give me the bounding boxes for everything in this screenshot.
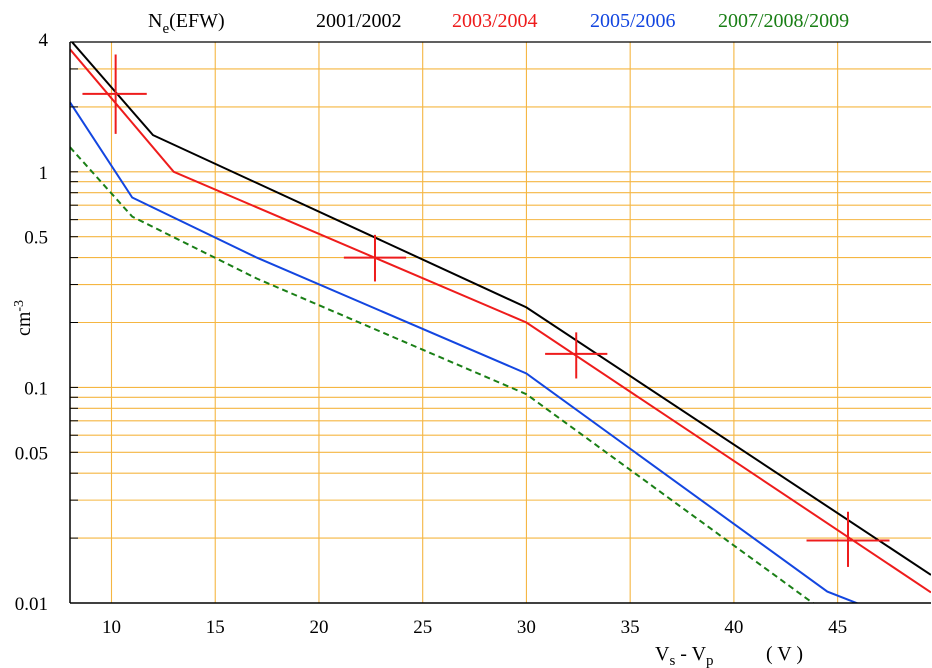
x-axis-unit: ( V ) [766, 643, 803, 665]
y-tick-label-0.5: 0.5 [24, 228, 48, 249]
x-axis-label: Vs - Vp [655, 643, 714, 668]
grid [70, 42, 931, 603]
y-axis-label: cm-3 [12, 300, 35, 336]
legend-entry-2005-2006: 2005/2006 [590, 10, 676, 32]
series-line-2001-2002 [70, 40, 931, 575]
y-tick-label-0.1: 0.1 [24, 378, 48, 399]
x-tick-label-45: 45 [828, 617, 847, 638]
marker-layer [82, 55, 889, 567]
x-tick-label-20: 20 [309, 617, 328, 638]
y-tick-label-0.01: 0.01 [15, 594, 48, 615]
legend-label: Ne(EFW) [148, 10, 225, 37]
legend-entry-2001-2002: 2001/2002 [316, 10, 402, 32]
y-axis-label-sup: -3 [12, 300, 27, 312]
x-axis-label-mid: - V [675, 643, 706, 665]
x-axis-label-main: V [655, 643, 670, 665]
series-layer [70, 40, 931, 621]
x-tick-label-30: 30 [517, 617, 536, 638]
y-tick-label-4: 4 [39, 30, 49, 51]
legend-label-rest: (EFW) [169, 10, 225, 32]
legend-entry-2007-2008-2009: 2007/2008/2009 [718, 10, 849, 32]
legend-label-main: N [148, 10, 162, 32]
x-tick-label-40: 40 [724, 617, 743, 638]
x-axis-label-sub2: p [706, 653, 714, 668]
series-line-2003-2004 [70, 49, 931, 592]
legend: Ne(EFW) 2001/2002 2003/2004 2005/2006 20… [148, 10, 849, 37]
legend-entry-2003-2004: 2003/2004 [452, 10, 538, 32]
x-tick-label-25: 25 [413, 617, 432, 638]
series-line-2007-2008-2009 [70, 147, 838, 620]
x-tick-label-15: 15 [206, 617, 225, 638]
y-tick-label-1: 1 [39, 163, 49, 184]
x-tick-label-35: 35 [621, 617, 640, 638]
x-tick-label-10: 10 [102, 617, 121, 638]
y-axis-label-main: cm [13, 311, 35, 336]
y-tick-label-0.05: 0.05 [15, 443, 48, 464]
